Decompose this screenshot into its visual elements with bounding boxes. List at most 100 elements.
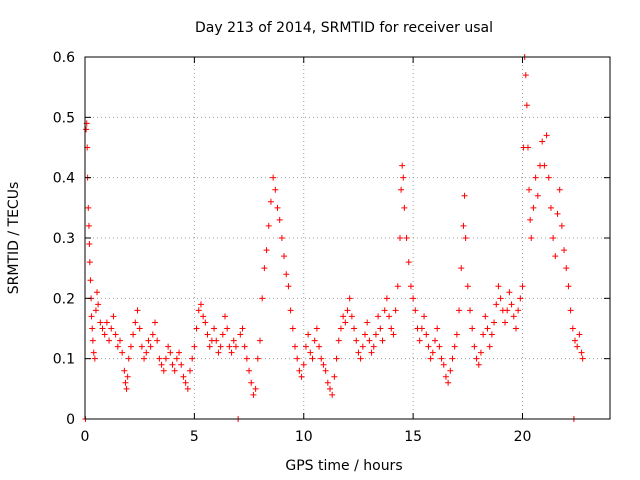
grid-lines <box>85 57 610 419</box>
data-point-marker <box>532 174 539 181</box>
data-point-marker <box>471 343 478 350</box>
data-point-marker <box>331 373 338 380</box>
data-point-marker <box>130 331 137 338</box>
data-point-marker <box>477 349 484 356</box>
data-point-marker <box>167 349 174 356</box>
data-point-marker <box>292 343 298 350</box>
data-point-marker <box>239 325 246 332</box>
data-point-marker <box>87 277 94 284</box>
data-point-marker <box>335 337 342 344</box>
data-point-marker <box>184 385 191 392</box>
data-point-marker <box>259 295 266 302</box>
data-point-marker <box>283 271 290 278</box>
data-point-marker <box>305 331 312 338</box>
data-point-marker <box>211 325 218 332</box>
data-point-marker <box>569 325 576 332</box>
y-tick-label: 0.4 <box>53 171 75 187</box>
data-point-marker <box>261 265 268 272</box>
data-point-marker <box>274 204 281 211</box>
data-point-marker <box>197 301 204 308</box>
data-point-marker <box>289 325 296 332</box>
data-point-marker <box>488 331 495 338</box>
data-point-marker <box>515 307 522 314</box>
data-point-marker <box>464 283 471 290</box>
data-point-marker <box>407 283 414 290</box>
data-point-marker <box>469 325 476 332</box>
data-point-marker <box>348 313 355 320</box>
y-tick-label: 0 <box>66 412 75 428</box>
data-point-marker <box>97 319 104 326</box>
data-point-marker <box>416 337 423 344</box>
data-point-marker <box>117 337 123 344</box>
data-point-marker <box>327 385 333 392</box>
y-tick-label: 0.1 <box>53 352 75 368</box>
data-point-marker <box>200 313 207 320</box>
data-point-marker <box>579 355 586 362</box>
data-point-marker <box>237 331 244 338</box>
data-point-marker <box>124 373 131 380</box>
data-point-marker <box>370 343 377 350</box>
data-point-marker <box>101 331 108 338</box>
data-point-marker <box>359 343 366 350</box>
data-point-marker <box>366 337 373 344</box>
data-point-marker <box>530 204 537 211</box>
data-point-marker <box>539 138 546 145</box>
data-point-marker <box>554 210 561 217</box>
data-point-marker <box>484 325 491 332</box>
data-point-marker <box>368 349 375 356</box>
data-point-marker <box>143 349 150 356</box>
data-point-marker <box>99 325 106 332</box>
data-point-marker <box>92 307 99 314</box>
data-point-marker <box>287 307 294 314</box>
data-point-marker <box>176 349 183 356</box>
data-point-marker <box>189 355 196 362</box>
data-point-marker <box>344 307 351 314</box>
data-point-marker <box>447 367 454 374</box>
data-point-marker <box>534 192 541 199</box>
data-point-marker <box>187 367 193 374</box>
data-point-marker <box>108 325 115 332</box>
data-point-marker <box>307 349 314 356</box>
data-point-marker <box>451 343 458 350</box>
data-point-marker <box>285 283 292 290</box>
data-point-marker <box>329 391 336 398</box>
data-point-marker <box>456 307 463 314</box>
data-point-marker <box>267 198 274 205</box>
data-point-marker <box>543 132 550 139</box>
data-point-marker <box>519 283 526 290</box>
data-point-marker <box>232 343 239 350</box>
data-point-marker <box>541 162 548 169</box>
data-point-marker <box>495 283 502 290</box>
data-point-marker <box>381 307 388 314</box>
data-point-marker <box>400 174 407 181</box>
data-point-marker <box>493 301 500 308</box>
data-point-marker <box>486 343 493 350</box>
data-point-marker <box>333 355 340 362</box>
data-point-marker <box>85 204 92 211</box>
data-point-marker <box>353 337 360 344</box>
data-point-marker <box>219 331 226 338</box>
data-point-marker <box>512 325 519 332</box>
data-point-marker <box>412 307 419 314</box>
data-point-marker <box>576 331 583 338</box>
data-point-marker <box>480 331 487 338</box>
data-point-marker <box>497 295 504 302</box>
data-point-marker <box>397 235 403 241</box>
data-point-marker <box>230 337 237 344</box>
data-point-marker <box>524 144 531 151</box>
data-point-marker <box>86 259 93 266</box>
data-point-marker <box>418 325 425 332</box>
x-axis-title: GPS time / hours <box>285 458 402 474</box>
data-point-marker <box>281 253 288 260</box>
data-point-marker <box>558 222 565 229</box>
data-point-marker <box>300 361 307 368</box>
data-point-marker <box>377 325 384 332</box>
data-point-marker <box>390 331 397 338</box>
data-point-marker <box>94 289 101 296</box>
data-point-marker <box>502 319 508 326</box>
data-point-marker <box>355 349 362 356</box>
data-point-marker <box>156 355 163 362</box>
data-point-marker <box>462 235 469 241</box>
data-point-marker <box>475 361 482 368</box>
